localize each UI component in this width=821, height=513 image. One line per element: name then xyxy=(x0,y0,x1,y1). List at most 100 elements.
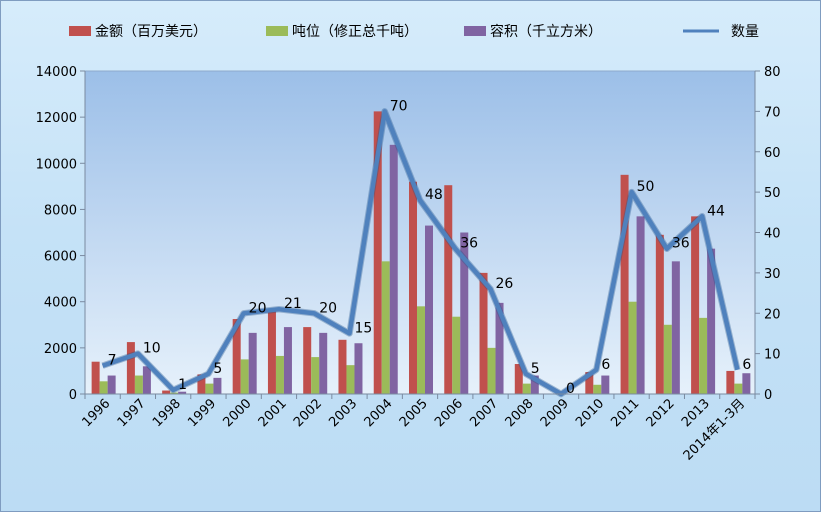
data-label: 15 xyxy=(354,320,372,336)
data-label: 70 xyxy=(390,98,408,114)
x-tick-label: 1999 xyxy=(185,396,219,430)
bar xyxy=(142,366,151,394)
x-tick-label: 2007 xyxy=(467,396,501,430)
legend-swatch xyxy=(464,26,486,36)
x-tick-label: 2004 xyxy=(362,396,396,430)
bar xyxy=(205,383,214,394)
bar xyxy=(444,185,453,394)
data-label: 36 xyxy=(460,236,478,252)
bar xyxy=(530,375,539,394)
bar xyxy=(585,372,594,394)
right-tick-label: 80 xyxy=(764,65,781,80)
left-tick-label: 6000 xyxy=(44,250,77,265)
right-tick-label: 60 xyxy=(764,146,781,161)
bar xyxy=(691,216,700,394)
bar xyxy=(283,327,292,394)
data-label: 44 xyxy=(707,203,725,219)
x-tick-label: 2010 xyxy=(573,396,607,430)
legend-label: 容积（千立方米） xyxy=(490,23,602,40)
left-tick-label: 4000 xyxy=(44,296,77,311)
count-line-layer xyxy=(101,108,741,398)
x-tick-label: 2011 xyxy=(608,396,642,430)
bar xyxy=(452,316,461,394)
bar xyxy=(319,332,328,394)
bar xyxy=(514,364,523,394)
bar xyxy=(734,383,743,394)
bar xyxy=(354,343,363,394)
x-tick-label: 1997 xyxy=(115,396,149,430)
data-label: 10 xyxy=(143,341,161,357)
bar xyxy=(275,355,284,394)
bar xyxy=(707,248,716,394)
bar xyxy=(425,225,433,394)
right-tick-label: 40 xyxy=(764,227,781,242)
right-tick-label: 50 xyxy=(764,186,781,201)
bar xyxy=(699,317,708,394)
bar xyxy=(726,370,735,394)
x-tick-label: 2000 xyxy=(221,396,255,430)
x-axis: 1996 1997 1998 1999 2000 2001 2002 2003 2004 2005… xyxy=(79,393,756,464)
data-label: 7 xyxy=(108,353,117,369)
bar xyxy=(213,377,222,394)
bar xyxy=(240,359,249,394)
data-label: 0 xyxy=(566,381,575,397)
x-tick-label: 2008 xyxy=(503,396,537,430)
left-tick-label: 10000 xyxy=(36,157,77,172)
bar xyxy=(460,232,469,394)
right-tick-label: 10 xyxy=(764,348,781,363)
bar xyxy=(381,261,390,394)
data-label: 21 xyxy=(284,296,302,312)
legend-swatch xyxy=(266,26,288,36)
data-label: 50 xyxy=(637,179,655,195)
data-label: 1 xyxy=(178,377,187,393)
bar xyxy=(311,357,320,394)
bar xyxy=(91,361,100,394)
bar xyxy=(232,319,241,394)
left-tick-label: 0 xyxy=(69,388,77,403)
bar xyxy=(373,111,382,394)
x-tick-label: 2003 xyxy=(326,396,360,430)
x-tick-label: 2001 xyxy=(256,396,290,430)
bar xyxy=(601,375,610,394)
count-line xyxy=(101,109,740,397)
bar xyxy=(409,181,417,394)
data-label: 26 xyxy=(496,276,514,292)
x-tick-label: 2002 xyxy=(291,396,325,430)
x-tick-label: 2009 xyxy=(538,396,572,430)
bar xyxy=(620,174,629,394)
bar xyxy=(197,374,206,394)
bar xyxy=(303,327,312,394)
bar xyxy=(134,375,143,394)
x-tick-label: 1998 xyxy=(150,396,184,430)
legend-swatch xyxy=(69,26,91,36)
bars xyxy=(91,111,751,394)
data-label: 6 xyxy=(601,357,610,373)
right-tick-label: 70 xyxy=(764,105,781,120)
left-tick-label: 8000 xyxy=(44,203,77,218)
left-tick-label: 2000 xyxy=(44,342,77,357)
bar xyxy=(107,375,116,394)
bar xyxy=(267,308,276,394)
right-tick-label: 30 xyxy=(764,267,781,282)
x-tick-label: 2005 xyxy=(397,396,431,430)
bar xyxy=(178,391,187,394)
bar xyxy=(338,339,347,394)
bar xyxy=(636,216,645,394)
x-tick-label: 2012 xyxy=(644,396,678,430)
bar xyxy=(479,272,488,394)
bar xyxy=(487,347,496,394)
bar xyxy=(593,384,602,394)
left-tick-label: 12000 xyxy=(36,111,77,126)
legend-label: 数量 xyxy=(731,24,759,40)
bar xyxy=(346,365,355,394)
bar xyxy=(663,324,672,394)
bar xyxy=(170,392,179,394)
bar xyxy=(655,234,664,394)
right-tick-label: 20 xyxy=(764,307,781,322)
data-label: 5 xyxy=(531,361,540,377)
bar xyxy=(522,383,531,394)
legend: 金额（百万美元） 吨位（修正总千吨） 容积（千立方米） 数量 xyxy=(69,23,759,40)
data-label: 5 xyxy=(213,361,222,377)
right-tick-label: 0 xyxy=(764,388,772,403)
